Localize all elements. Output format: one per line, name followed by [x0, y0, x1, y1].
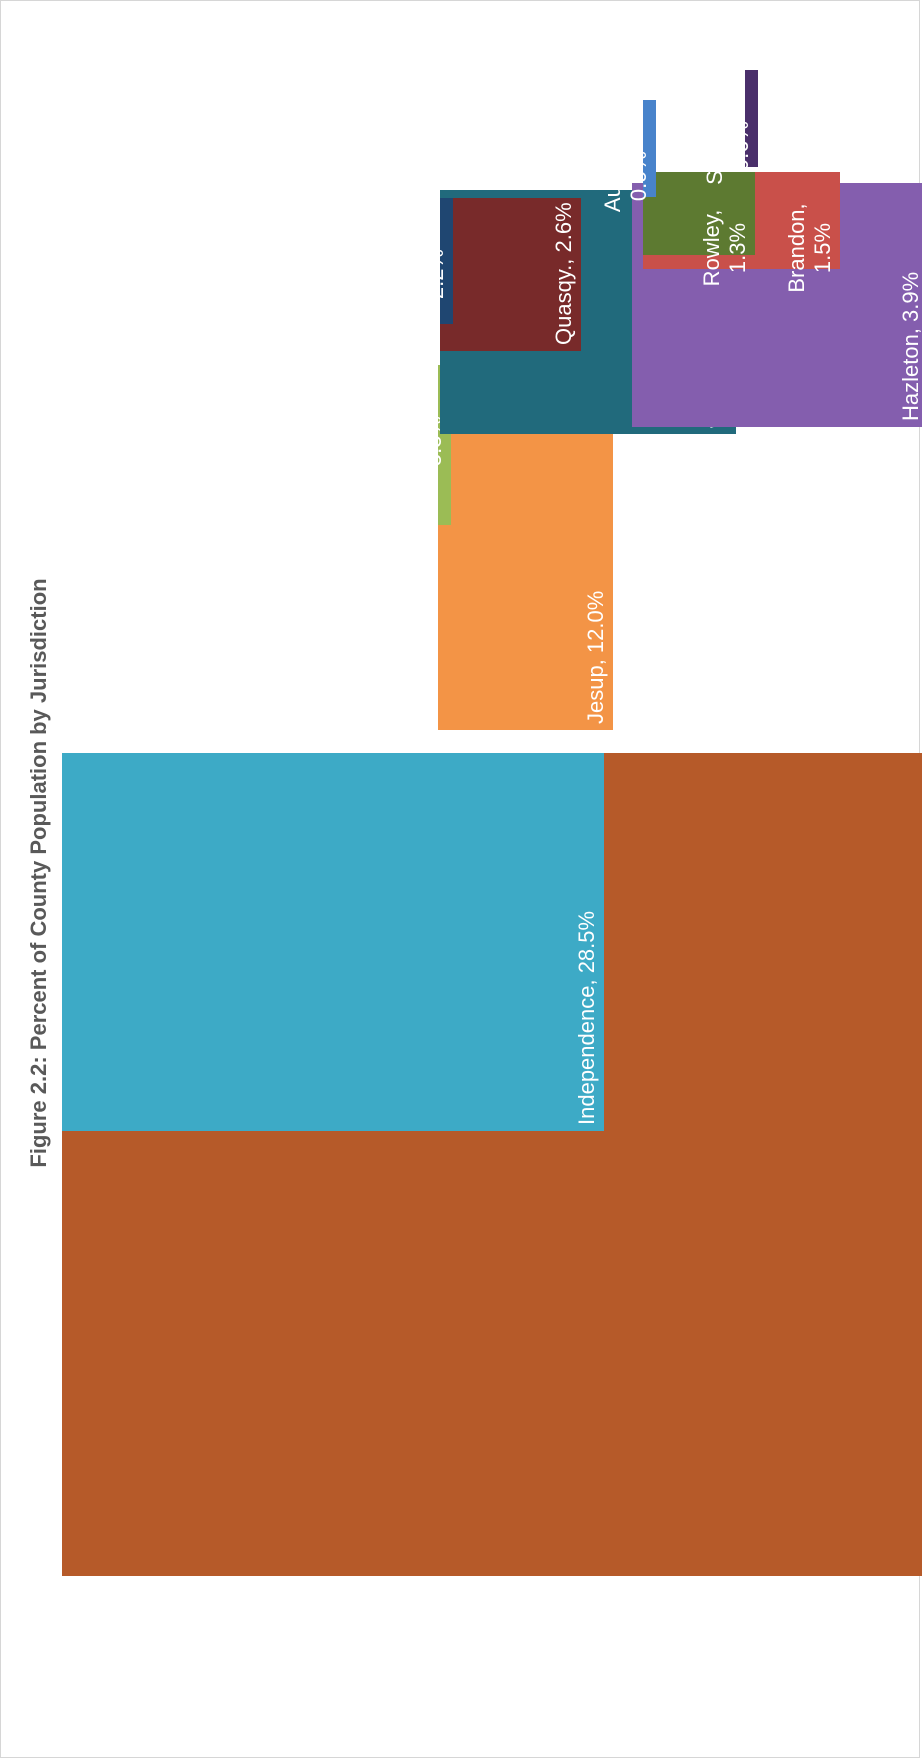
tile-lamont — [440, 198, 453, 324]
label-line: Lamont, — [397, 234, 422, 314]
tile-quasqy — [440, 198, 581, 351]
label-independence: Independence, 28.5% — [574, 911, 599, 1125]
tile-stanley — [745, 70, 758, 167]
label-line: Hazleton, 3.9% — [898, 272, 922, 421]
chart-title: Figure 2.2: Percent of County Population… — [26, 578, 51, 1167]
treemap-tiles: Unincorporated Buchanan Co., 37.2%Indepe… — [62, 70, 922, 1576]
label-line: Fairbank, — [395, 395, 420, 487]
label-line: Jesup, 12.0% — [583, 591, 608, 724]
label-line: 2.2% — [423, 249, 448, 299]
label-line: Quasqy., 2.6% — [551, 202, 576, 345]
label-rowley: Rowley,1.3% — [699, 210, 750, 287]
label-lamont: Lamont,2.2% — [397, 234, 448, 314]
label-line: 1.3% — [725, 223, 750, 273]
label-quasqy: Quasqy., 2.6% — [551, 202, 576, 345]
label-line: 0.6% — [728, 121, 753, 171]
label-line: 1.5% — [810, 223, 835, 273]
label-hazleton: Hazleton, 3.9% — [898, 272, 922, 421]
label-line: Aurora, — [600, 140, 625, 212]
label-aurora: Aurora,0.9% — [600, 140, 651, 212]
label-stanley: Stanley,0.6% — [702, 107, 753, 185]
label-line: Independence, 28.5% — [574, 911, 599, 1125]
label-line: 0.9% — [626, 151, 651, 201]
label-brandon: Brandon,1.5% — [784, 203, 835, 292]
tile-rowley — [643, 172, 755, 255]
label-line: Stanley, — [702, 107, 727, 185]
tile-independence — [62, 753, 604, 1131]
label-jesup: Jesup, 12.0% — [583, 591, 608, 724]
label-line: Brandon, — [784, 203, 809, 292]
label-line: Rowley, — [699, 210, 724, 287]
label-fairbank: Fairbank,5.3% — [395, 395, 446, 487]
tile-aurora — [643, 100, 656, 197]
